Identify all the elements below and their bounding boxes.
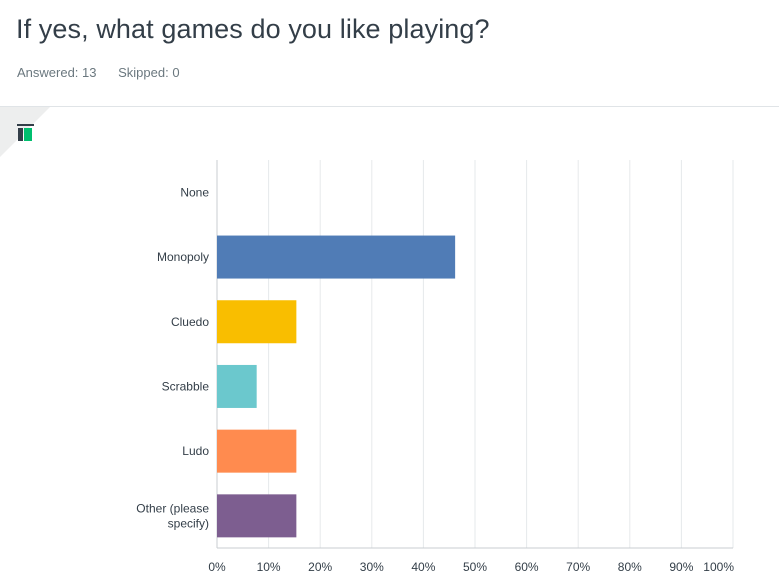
x-tick-label: 20% <box>308 560 332 574</box>
bar-chart-icon[interactable] <box>16 123 35 142</box>
x-tick-label: 0% <box>208 560 226 574</box>
x-tick-label: 40% <box>411 560 435 574</box>
x-tick-label: 80% <box>618 560 642 574</box>
x-tick-label: 90% <box>669 560 693 574</box>
x-tick-label: 10% <box>257 560 281 574</box>
answered-count: Answered: 13 <box>17 65 97 80</box>
bar <box>217 429 297 473</box>
category-label: Other (please specify) <box>136 501 209 530</box>
bar <box>217 364 257 408</box>
response-stats: Answered: 13 Skipped: 0 <box>17 65 198 80</box>
header-divider <box>0 106 779 107</box>
x-tick-label: 50% <box>463 560 487 574</box>
skipped-count: Skipped: 0 <box>118 65 180 80</box>
bar <box>217 494 297 538</box>
x-tick-label: 30% <box>360 560 384 574</box>
category-label: Monopoly <box>157 250 209 264</box>
bar <box>217 235 456 279</box>
x-tick-label: 100% <box>703 560 734 574</box>
question-title: If yes, what games do you like playing? <box>16 14 490 44</box>
x-tick-label: 70% <box>566 560 590 574</box>
category-label: None <box>180 185 209 199</box>
category-label: Scrabble <box>162 379 210 393</box>
category-label: Cluedo <box>171 315 209 329</box>
category-label: Ludo <box>182 444 209 458</box>
bar <box>217 300 297 344</box>
x-tick-label: 60% <box>515 560 539 574</box>
